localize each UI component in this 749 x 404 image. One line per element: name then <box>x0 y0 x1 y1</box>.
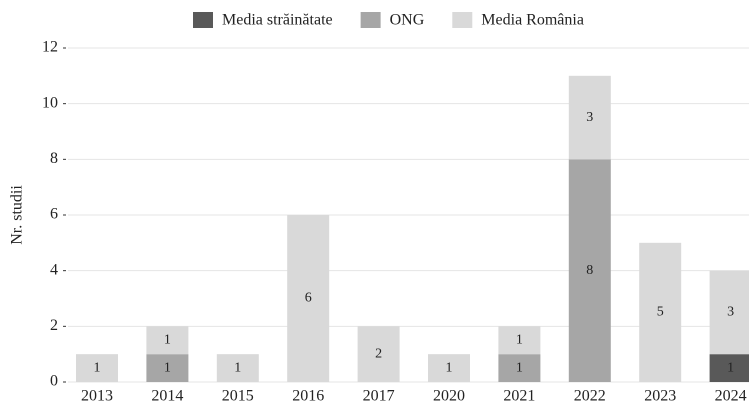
legend-label: ONG <box>390 12 425 29</box>
bar-segment <box>428 354 470 382</box>
x-tick-label: 2022 <box>574 388 606 404</box>
value-label: 6 <box>305 291 312 306</box>
value-label: 1 <box>234 360 241 375</box>
x-tick-label: 2024 <box>715 388 747 404</box>
value-label: 2 <box>375 346 382 361</box>
legend-label: Media străinătate <box>222 12 333 29</box>
legend-swatch <box>452 12 473 28</box>
y-tick-label: 12 <box>42 39 58 56</box>
bar-segment <box>639 242 682 382</box>
bar-segment <box>568 159 611 382</box>
x-tick-label: 2014 <box>151 388 183 404</box>
value-label: 1 <box>164 332 171 347</box>
value-label: 1 <box>94 360 101 375</box>
bar-segment <box>76 354 118 382</box>
y-tick-label: 10 <box>42 94 58 111</box>
x-tick-label: 2016 <box>292 388 324 404</box>
x-tick-label: 2017 <box>363 388 395 404</box>
bar-segment <box>146 326 189 355</box>
x-tick-label: 2023 <box>644 388 676 404</box>
legend-label: Media România <box>481 12 584 29</box>
bar-segment <box>146 354 189 382</box>
legend-swatch <box>193 12 213 28</box>
x-tick-label: 2013 <box>81 388 113 404</box>
value-label: 5 <box>657 305 664 320</box>
value-label: 3 <box>727 305 734 320</box>
value-label: 1 <box>516 332 523 347</box>
value-label: 1 <box>516 360 523 375</box>
y-tick-label: 2 <box>50 317 58 334</box>
value-label: 1 <box>727 360 734 375</box>
bar-segment <box>216 354 259 382</box>
x-tick-label: 2021 <box>503 388 535 404</box>
bar-segment <box>568 75 611 160</box>
value-label: 1 <box>164 360 171 375</box>
bar-segment <box>498 354 541 382</box>
bar-segment <box>287 215 330 382</box>
value-label: 1 <box>446 360 453 375</box>
y-tick-label: 0 <box>50 373 58 390</box>
y-tick-label: 4 <box>50 261 58 278</box>
bar-segment <box>498 326 541 355</box>
bar-segment <box>709 354 749 382</box>
bar-segment <box>709 270 749 355</box>
value-label: 8 <box>586 263 593 278</box>
bar-segment <box>357 326 400 382</box>
y-tick-label: 6 <box>50 206 58 223</box>
x-tick-label: 2015 <box>222 388 254 404</box>
value-label: 3 <box>586 110 593 125</box>
y-axis-title: Nr. studii <box>9 185 26 245</box>
x-tick-label: 2020 <box>433 388 465 404</box>
legend-swatch <box>360 12 381 28</box>
y-tick-label: 8 <box>50 150 58 167</box>
